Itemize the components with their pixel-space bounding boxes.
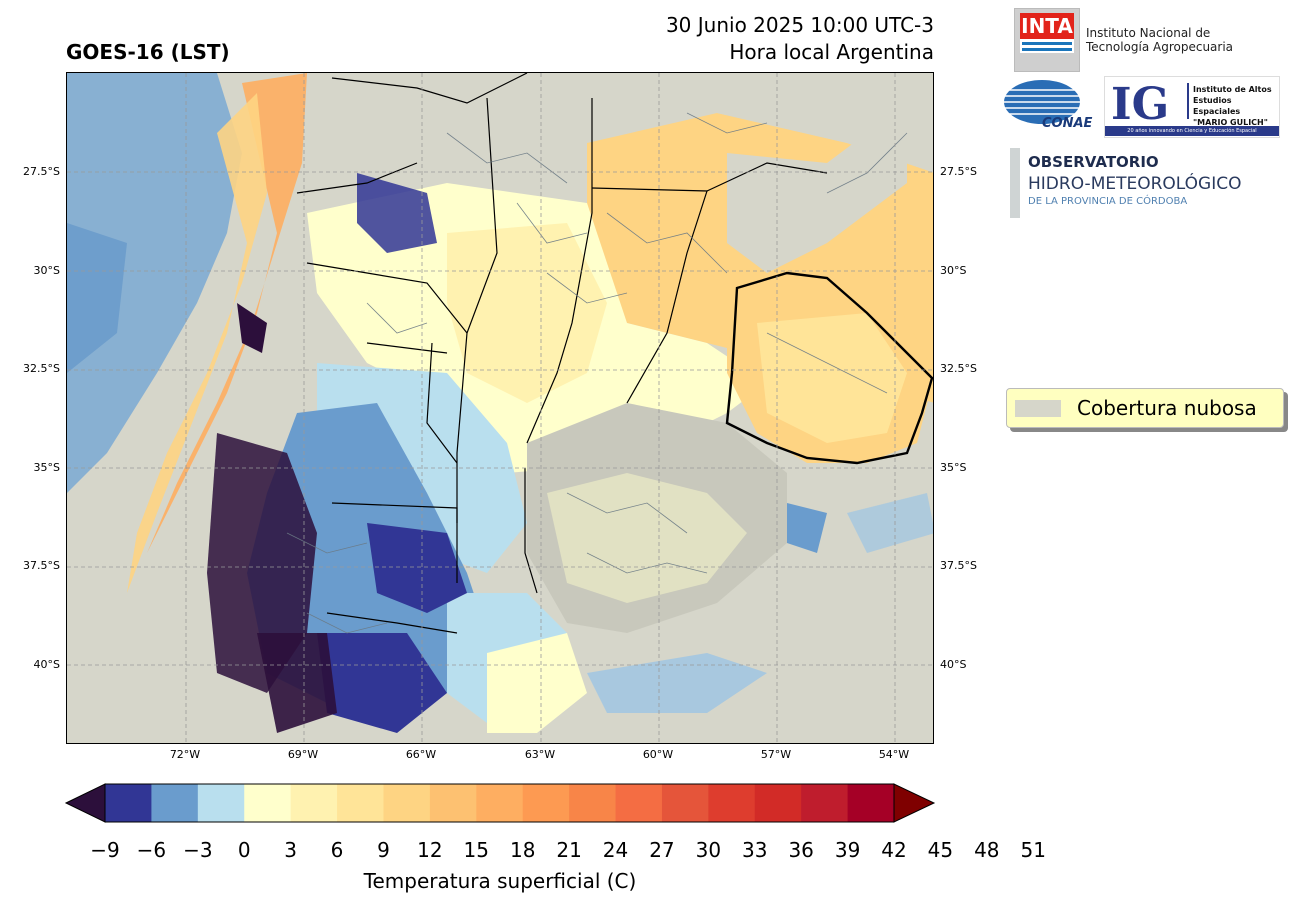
lat-label: 37.5°S	[23, 559, 60, 572]
cloud-swatch	[1015, 400, 1061, 417]
colorbar-cell	[244, 784, 292, 822]
colorbar-min-arrow	[64, 783, 106, 823]
colorbar-cell	[801, 784, 849, 822]
colorbar-tick-label: 48	[974, 838, 1000, 862]
colorbar-cell	[429, 784, 477, 822]
lon-label: 54°W	[878, 748, 910, 761]
timezone-line: Hora local Argentina	[729, 40, 934, 64]
colorbar-cell	[615, 784, 663, 822]
cloud-legend: Cobertura nubosa	[1006, 388, 1284, 428]
colorbar-cell	[337, 784, 384, 822]
colorbar-tick-label: 30	[695, 838, 722, 862]
inta-wordmark: INTA	[1020, 13, 1074, 39]
lat-label: 27.5°S	[940, 165, 977, 178]
obs-line1: OBSERVATORIO	[1028, 153, 1159, 171]
obs-line2: HIDRO-METEOROLÓGICO	[1028, 174, 1242, 194]
lon-label: 60°W	[642, 748, 674, 761]
conae-wordmark: CONAE	[1042, 116, 1093, 131]
colorbar-ticks: −9 −6 −3 0 3 6 9 12 15 18 21 24 27 30 33 36 39 42 45 48 51	[0, 838, 1301, 864]
ig-name-line: "MARIO GULICH"	[1193, 118, 1268, 127]
lat-label: 27.5°S	[23, 165, 60, 178]
inta-name: Instituto Nacional de Tecnología Agropec…	[1086, 26, 1233, 54]
colorbar-tick-label: 24	[602, 838, 629, 862]
lst-map	[66, 72, 934, 744]
lat-label: 40°S	[940, 658, 967, 671]
colorbar-tick-label: −9	[90, 838, 120, 862]
obs-line3: DE LA PROVINCIA DE CÓRDOBA	[1028, 196, 1188, 207]
observatorio-logo: OBSERVATORIO HIDRO-METEOROLÓGICO DE LA P…	[1010, 148, 1260, 218]
ig-name: Instituto de Altos Estudios Espaciales "…	[1193, 84, 1279, 128]
colorbar-tick-label: −6	[136, 838, 167, 862]
datetime-title: 30 Junio 2025 10:00 UTC-3 Hora local Arg…	[560, 12, 934, 66]
colorbar-tick-label: 18	[509, 838, 536, 862]
colorbar-tick-label: 33	[742, 838, 768, 862]
lon-label: 69°W	[287, 748, 319, 761]
datetime-line: 30 Junio 2025 10:00 UTC-3	[665, 13, 934, 37]
lat-label: 32.5°S	[940, 362, 977, 375]
colorbar-tick-label: 45	[927, 838, 954, 862]
colorbar-cell	[569, 784, 617, 822]
colorbar-cell	[105, 784, 152, 822]
colorbar-tick-label: 3	[284, 838, 297, 862]
colorbar-tick-label: 39	[834, 838, 861, 862]
ig-letters: IG	[1111, 79, 1170, 130]
colorbar-cell	[522, 784, 570, 822]
colorbar-cell	[151, 784, 199, 822]
colorbar-tick-label: 12	[417, 838, 443, 862]
colorbar-cell	[290, 784, 338, 822]
lon-label: 57°W	[760, 748, 792, 761]
lat-label: 40°S	[33, 658, 60, 671]
colorbar-cell	[708, 784, 756, 822]
colorbar-max-arrow	[893, 783, 936, 823]
colorbar-tick-label: 36	[788, 838, 814, 862]
legend-label: Cobertura nubosa	[1077, 396, 1257, 420]
map-title: GOES-16 (LST)	[66, 40, 230, 64]
colorbar-cell	[847, 784, 895, 822]
colorbar-tick-label: 27	[649, 838, 675, 862]
ig-tagline: 20 años innovando en Ciencia y Educación…	[1105, 126, 1279, 136]
inta-name-line: Tecnología Agropecuaria	[1086, 40, 1234, 54]
colorbar-cell	[197, 784, 245, 822]
colorbar-tick-label: 42	[881, 838, 907, 862]
colorbar-label: Temperatura superficial (C)	[363, 869, 637, 893]
colorbar-tick-label: 51	[1020, 838, 1046, 862]
colorbar-tick-label: 9	[377, 838, 390, 862]
colorbar-tick-label: 21	[556, 838, 582, 862]
colorbar	[64, 783, 936, 823]
ig-logo: IG Instituto de Altos Estudios Espaciale…	[1104, 76, 1280, 138]
ig-name-line: Instituto de Altos	[1193, 85, 1272, 94]
colorbar-tick-label: 6	[330, 838, 344, 862]
lat-label: 32.5°S	[23, 362, 60, 375]
ig-name-line: Estudios Espaciales	[1193, 96, 1241, 116]
lat-label: 35°S	[33, 461, 60, 474]
lat-label: 30°S	[33, 264, 60, 277]
inta-name-line: Instituto Nacional de	[1086, 26, 1211, 40]
lon-label: 72°W	[169, 748, 201, 761]
lat-label: 30°S	[940, 264, 967, 277]
map-canvas	[67, 73, 933, 743]
colorbar-tick-label: 15	[463, 838, 489, 862]
colorbar-cell	[661, 784, 709, 822]
lat-label: 35°S	[940, 461, 967, 474]
lat-label: 37.5°S	[940, 559, 977, 572]
conae-logo: CONAE	[1004, 78, 1094, 132]
colorbar-tick-label: −3	[183, 838, 213, 862]
colorbar-tick-label: 0	[237, 838, 251, 862]
inta-logo: INTA	[1014, 8, 1080, 72]
colorbar-cell	[476, 784, 524, 822]
colorbar-cell	[754, 784, 802, 822]
lon-label: 66°W	[405, 748, 437, 761]
lon-label: 63°W	[524, 748, 556, 761]
colorbar-cell	[383, 784, 431, 822]
